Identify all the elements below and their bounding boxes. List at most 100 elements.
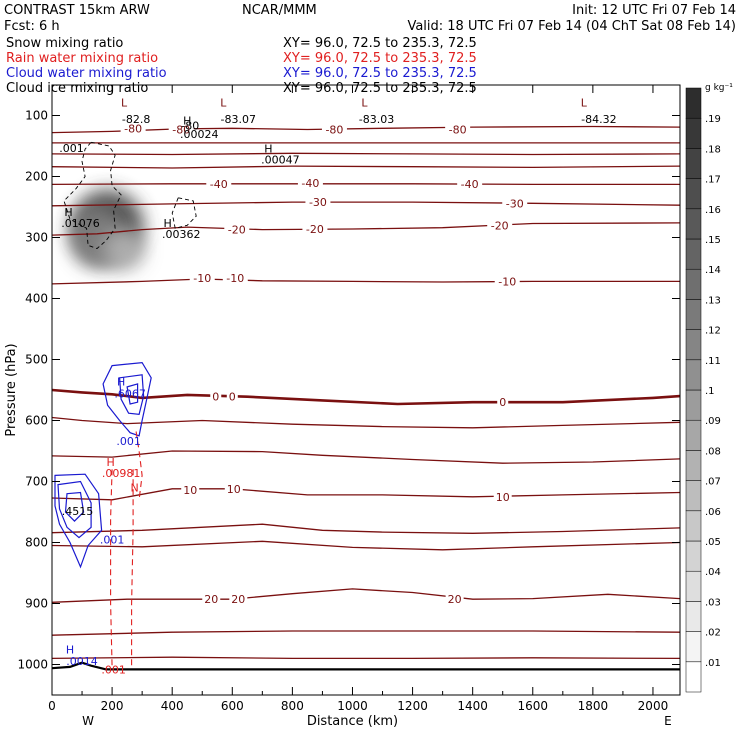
- title-init: Init: 12 UTC Fri 07 Feb 14: [572, 3, 736, 18]
- colorbar-label: .12: [705, 326, 721, 337]
- field-name: Snow mixing ratio: [6, 36, 123, 51]
- temperature-contour: [52, 630, 680, 636]
- x-tick-label: 1800: [578, 699, 609, 713]
- y-tick-label: 800: [25, 536, 48, 550]
- colorbar-label: .04: [705, 567, 721, 578]
- contour-label-bg: [497, 396, 509, 409]
- y-tick-label: 1000: [17, 658, 48, 672]
- colorbar-box: [685, 87, 702, 119]
- extremum-label: H: [66, 643, 74, 656]
- temperature-contour-label: -30: [309, 196, 327, 209]
- temperature-contour: [52, 388, 680, 406]
- west-label: W: [82, 714, 94, 728]
- colorbar-label: .17: [705, 175, 721, 186]
- colorbar-box: [685, 570, 702, 602]
- colorbar-unit: g kg⁻¹: [705, 83, 733, 93]
- contour-label-bg: [120, 122, 146, 135]
- temperature-contour-label: -10: [226, 272, 244, 285]
- colorbar-box: [685, 389, 702, 421]
- x-tick-label: 1400: [457, 699, 488, 713]
- field-xy: XY= 96.0, 72.5 to 235.3, 72.5: [283, 36, 477, 51]
- extremum-label: L: [361, 97, 368, 110]
- y-tick-label: 500: [25, 353, 48, 367]
- contour-label-bg: [168, 123, 194, 136]
- colorbar-box: [685, 148, 702, 179]
- temperature-contour-label: 10: [496, 491, 510, 504]
- temperature-contour: [52, 165, 680, 169]
- extremum-label: .001: [116, 435, 141, 448]
- east-label: E: [664, 714, 672, 728]
- plot-area: -80 -80 -80 -80-40 -40 -40-30 -30-20 -20 -20-10-…: [51, 84, 681, 696]
- x-axis-label: Distance (km): [307, 714, 398, 729]
- colorbar-label: .05: [705, 537, 721, 548]
- colorbar-label: .03: [705, 597, 721, 608]
- title-model: CONTRAST 15km ARW: [4, 3, 150, 18]
- temperature-contour-label: 0: [499, 396, 506, 409]
- y-tick-label: 900: [25, 597, 48, 611]
- temperature-contour: [52, 523, 680, 534]
- header: CONTRAST 15km ARW NCAR/MMM Init: 12 UTC …: [4, 3, 736, 96]
- temperature-contour: [52, 201, 680, 207]
- temperature-contour-label: -10: [193, 272, 211, 285]
- extremum-label: .001: [59, 142, 84, 155]
- temperature-contour-label: -80: [172, 124, 190, 137]
- contour-label-bg: [222, 271, 248, 284]
- colorbar-label: .08: [705, 446, 721, 457]
- temperature-contour: [52, 416, 680, 429]
- temperature-contour-label: -80: [449, 124, 467, 137]
- terrain-line: [52, 661, 680, 671]
- extremum-label: L: [121, 97, 128, 110]
- colorbar-box: [685, 450, 702, 481]
- extremum-label: .00362: [162, 228, 201, 241]
- extremum-label: .00981: [102, 467, 141, 480]
- contour-label-bg: [181, 484, 200, 497]
- contour-label-bg: [321, 123, 347, 136]
- colorbar-box: [685, 268, 702, 300]
- contour-label-bg: [224, 482, 243, 495]
- cloud-water-contour: [102, 361, 152, 437]
- temperature-contour-label: 20: [448, 593, 462, 606]
- extremum-label: -82.8: [122, 113, 150, 126]
- contour-label-bg: [202, 593, 221, 606]
- temperature-contour: [52, 588, 680, 603]
- temperature-contour-label: -20: [306, 223, 324, 236]
- temperature-contour: [52, 488, 680, 501]
- colorbar-box: [685, 601, 702, 632]
- colorbar-box: [685, 178, 702, 210]
- temperature-contour-label: -20: [228, 224, 246, 237]
- field-name: Cloud water mixing ratio: [6, 66, 167, 81]
- colorbar-label: .14: [705, 265, 721, 276]
- y-tick-label: 300: [25, 231, 48, 245]
- colorbar-box: [685, 329, 702, 361]
- title-center: NCAR/MMM: [242, 3, 317, 18]
- temperature-contour: [52, 152, 680, 156]
- field-xy: XY= 96.0, 72.5 to 235.3, 72.5: [283, 81, 477, 96]
- colorbar-label: .11: [705, 356, 721, 367]
- colorbar-label: .13: [705, 295, 721, 306]
- contour-label-bg: [305, 196, 331, 209]
- contour-label-bg: [502, 197, 528, 210]
- extremum-label: .001: [100, 533, 125, 546]
- temperature-contour-label: 10: [227, 483, 241, 496]
- contour-label-bg: [224, 223, 250, 236]
- plot-content: -80 -80 -80 -80-40 -40 -40-30 -30-20 -20 -20-10-…: [52, 97, 680, 676]
- colorbar-label: .19: [705, 114, 721, 125]
- field-name: Cloud ice mixing ratio: [6, 81, 148, 96]
- temperature-contour-label: 20: [231, 593, 245, 606]
- colorbar-label: .06: [705, 507, 721, 518]
- contour-label-bg: [457, 177, 483, 190]
- contour-label-bg: [494, 275, 520, 288]
- x-tick-label: 200: [101, 699, 124, 713]
- temperature-contour-label: 20: [204, 593, 218, 606]
- cloud-water-contour: [64, 491, 85, 522]
- extremum-label: H: [183, 114, 191, 127]
- rain-contour: [135, 431, 143, 500]
- temperature-contour-label: -20: [491, 219, 509, 232]
- contour-label-bg: [445, 593, 464, 606]
- colorbar-box: [685, 510, 702, 542]
- rain-contour: [131, 469, 134, 668]
- colorbar: .01 .02 .03 .04 .05 .06 .07 .08 .09 .1 .11 .12 .13 .1…: [685, 83, 733, 693]
- x-tick-label: 1600: [517, 699, 548, 713]
- temperature-contour: [52, 222, 680, 236]
